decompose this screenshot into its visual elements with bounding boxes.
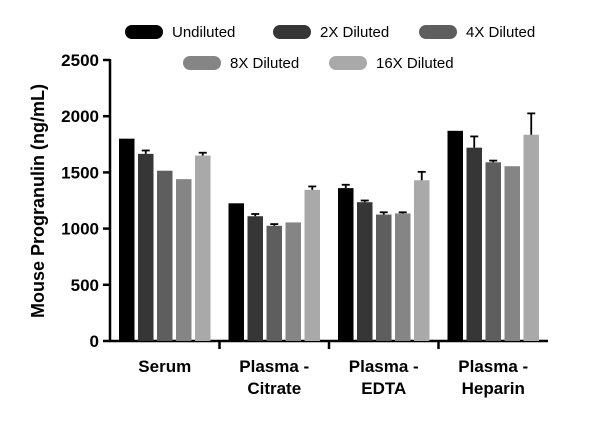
bar	[395, 213, 411, 341]
y-tick-label: 500	[71, 276, 99, 295]
bar	[447, 130, 463, 341]
bar	[504, 166, 520, 341]
y-tick-label: 2500	[61, 51, 99, 70]
x-tick-label: Plasma -EDTA	[349, 357, 419, 398]
bar	[376, 214, 392, 341]
legend-swatch	[329, 56, 367, 70]
legend-label: 16X Diluted	[376, 55, 454, 72]
bar	[485, 162, 501, 341]
legend-label: 2X Diluted	[320, 24, 389, 41]
bar	[285, 222, 301, 341]
legend-label: Undiluted	[172, 24, 235, 41]
bar	[119, 138, 135, 341]
legend-swatch	[273, 25, 311, 39]
bar	[338, 188, 354, 341]
y-tick-label: 1000	[61, 220, 99, 239]
legend-label: 8X Diluted	[230, 55, 299, 72]
y-tick-label: 2000	[61, 107, 99, 126]
bar	[157, 170, 173, 341]
bar	[357, 202, 373, 341]
legend-swatch	[125, 25, 163, 39]
bar	[414, 180, 430, 341]
y-axis: 0 500 1000 1500 2000 2500	[61, 51, 112, 351]
bar	[228, 203, 244, 341]
x-tick-label: Plasma -Citrate	[239, 357, 309, 398]
bar	[523, 134, 539, 341]
y-tick-label: 1500	[61, 163, 99, 182]
x-tick-label: Plasma -Heparin	[458, 357, 528, 398]
x-tick-label: Serum	[138, 357, 191, 376]
bar	[466, 147, 482, 341]
bars	[119, 112, 539, 341]
legend-swatch	[183, 56, 221, 70]
legend-swatch	[419, 25, 457, 39]
bar	[195, 155, 211, 341]
legend-label: 4X Diluted	[466, 24, 535, 41]
bar	[247, 216, 263, 341]
y-axis-title: Mouse Progranulin (ng/mL)	[28, 84, 48, 318]
legend: Undiluted 2X Diluted 4X Diluted 8X Diluted 1…	[125, 24, 535, 72]
bar	[138, 153, 154, 341]
y-tick-label: 0	[90, 332, 99, 351]
bar	[176, 179, 192, 341]
bar	[304, 189, 320, 341]
x-axis: Serum Plasma -Citrate Plasma -EDTA Plasma -…	[109, 339, 548, 398]
bar	[266, 225, 282, 341]
